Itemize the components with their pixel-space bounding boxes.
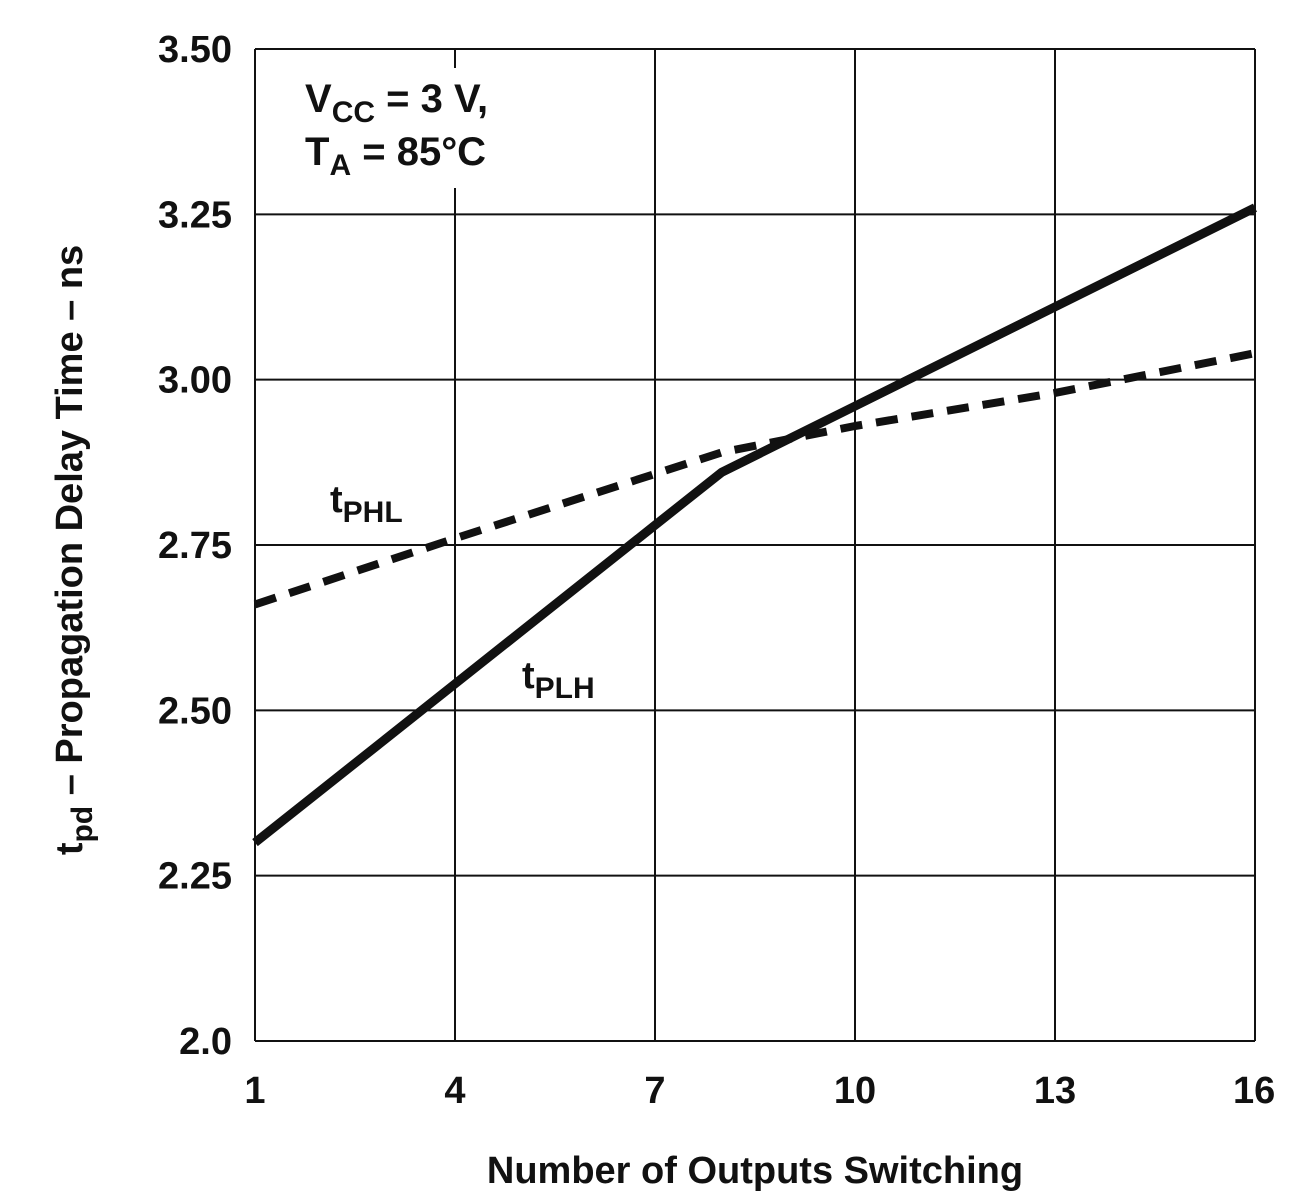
condition-vcc: VCC = 3 V, bbox=[305, 77, 488, 129]
series-line-tplh bbox=[252, 203, 1257, 847]
x-tick-label: 16 bbox=[1233, 1070, 1275, 1112]
y-tick-label: 3.50 bbox=[158, 29, 232, 71]
x-tick-label: 4 bbox=[444, 1070, 465, 1112]
x-tick-label: 13 bbox=[1034, 1070, 1076, 1112]
y-tick-label: 3.00 bbox=[158, 360, 232, 402]
y-tick-label: 3.25 bbox=[158, 194, 232, 236]
y-tick-label: 2.50 bbox=[158, 690, 232, 732]
x-tick-label: 10 bbox=[834, 1070, 876, 1112]
y-tick-label: 2.0 bbox=[179, 1021, 232, 1063]
condition-box bbox=[296, 68, 526, 188]
x-tick-label: 7 bbox=[644, 1070, 665, 1112]
series-layer bbox=[252, 203, 1257, 847]
grid bbox=[254, 48, 1256, 1042]
series-label-tplh: tPLH bbox=[522, 655, 595, 705]
series-label-tphl: tPHL bbox=[330, 479, 403, 529]
condition-ta: TA = 85°C bbox=[305, 130, 486, 182]
x-tick-labels: 1 4 7 10 13 16 bbox=[244, 1070, 1275, 1112]
y-axis-title: tpd – Propagation Delay Time – ns bbox=[49, 245, 99, 855]
x-axis-title: Number of Outputs Switching bbox=[487, 1150, 1023, 1192]
series-line-tphl bbox=[253, 349, 1256, 609]
x-tick-label: 1 bbox=[244, 1070, 265, 1112]
y-tick-label: 2.25 bbox=[158, 856, 232, 898]
y-tick-label: 2.75 bbox=[158, 525, 232, 567]
y-tick-labels: 2.0 2.25 2.50 2.75 3.00 3.25 3.50 bbox=[158, 29, 232, 1063]
